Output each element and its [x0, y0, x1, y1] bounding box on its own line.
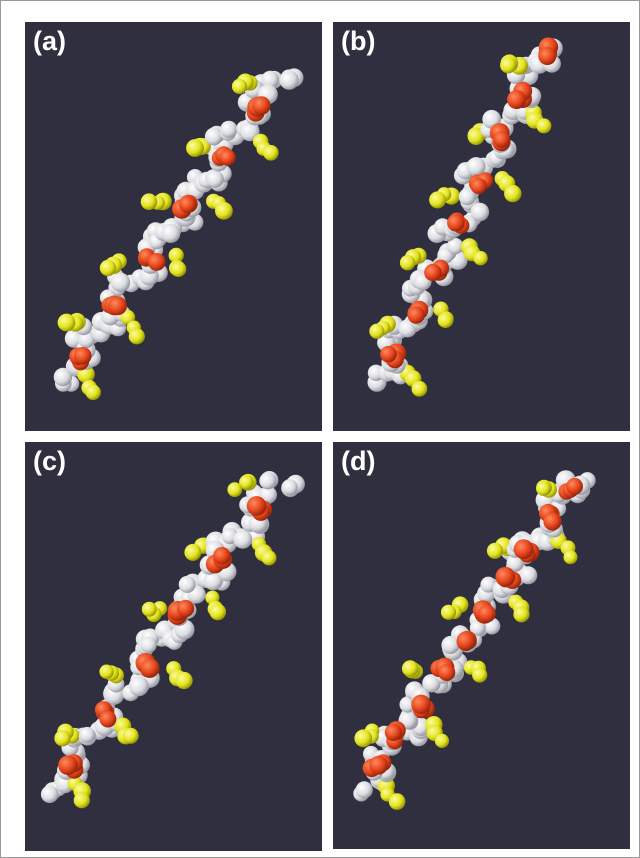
panel: (c) — [25, 442, 322, 851]
atom — [495, 567, 515, 587]
atom — [161, 224, 180, 243]
panel: (b) — [333, 22, 630, 431]
atom — [514, 539, 534, 559]
atom — [219, 149, 235, 165]
atom — [385, 724, 402, 741]
atom — [99, 665, 113, 679]
figure: (a) (b) (c) (d) — [0, 0, 640, 858]
panel-label: (c) — [33, 446, 66, 477]
atom — [487, 543, 503, 559]
atom — [536, 118, 551, 133]
atom — [519, 566, 537, 584]
atom — [252, 96, 271, 115]
atom — [543, 512, 561, 530]
atom — [179, 196, 196, 213]
atom — [356, 781, 373, 798]
panel-label: (d) — [341, 446, 375, 477]
atom — [99, 711, 116, 728]
atom — [205, 128, 223, 146]
atom — [280, 71, 299, 90]
atom — [369, 324, 384, 339]
atom — [74, 347, 92, 365]
atom — [176, 672, 193, 689]
atom — [507, 90, 526, 109]
atom — [232, 79, 247, 94]
atom — [402, 660, 418, 676]
atom — [41, 786, 59, 804]
atom — [141, 637, 157, 653]
atom — [210, 604, 227, 621]
molecule — [333, 442, 630, 849]
atom — [435, 734, 449, 748]
panel: (d) — [333, 442, 630, 849]
atom — [186, 139, 204, 157]
atom — [129, 328, 145, 344]
atom — [100, 260, 116, 276]
atom — [411, 695, 430, 714]
atom — [262, 550, 277, 565]
atom — [369, 756, 388, 775]
atom — [473, 251, 487, 265]
atom — [215, 202, 233, 220]
atom — [471, 203, 490, 222]
atom — [129, 676, 149, 696]
atom — [184, 544, 201, 561]
atom — [123, 728, 139, 744]
atom — [504, 185, 521, 202]
atom — [177, 600, 194, 617]
atom — [263, 145, 279, 161]
atom — [389, 793, 406, 810]
atom — [538, 47, 556, 65]
atom — [354, 729, 372, 747]
atom — [213, 547, 231, 565]
atom — [447, 214, 465, 232]
atom — [141, 193, 158, 210]
atom — [478, 605, 496, 623]
atom — [227, 482, 242, 497]
atom — [380, 346, 397, 363]
atom — [408, 306, 425, 323]
atom — [513, 606, 529, 622]
molecule — [333, 22, 630, 431]
atom — [564, 550, 578, 564]
atom — [148, 253, 166, 271]
molecule — [25, 442, 322, 849]
atom — [171, 261, 187, 277]
atom — [58, 314, 76, 332]
atom — [472, 667, 487, 682]
molecule — [25, 22, 322, 431]
atom — [179, 576, 196, 593]
atom — [566, 478, 583, 495]
atom — [457, 632, 476, 651]
atom — [111, 273, 130, 292]
atom — [58, 755, 78, 775]
atom — [429, 191, 446, 208]
atom — [412, 381, 428, 397]
atom — [282, 479, 298, 495]
atom — [247, 496, 267, 516]
atom — [259, 472, 276, 489]
atom — [54, 730, 70, 746]
atom — [536, 481, 551, 496]
atom — [220, 121, 237, 138]
atom — [108, 296, 127, 315]
atom — [79, 727, 95, 743]
atom — [438, 312, 454, 328]
atom — [206, 170, 224, 188]
panel-label: (a) — [33, 26, 66, 57]
atom — [494, 131, 510, 147]
atom — [141, 659, 160, 678]
atom — [74, 792, 90, 808]
atom — [86, 385, 101, 400]
atom — [400, 255, 415, 270]
panel-label: (b) — [341, 26, 375, 57]
atom — [142, 602, 157, 617]
panel: (a) — [25, 22, 322, 431]
atom — [438, 664, 455, 681]
atom — [500, 57, 516, 73]
atom — [424, 264, 441, 281]
atom — [233, 530, 252, 549]
atom — [441, 605, 456, 620]
atom — [471, 178, 487, 194]
